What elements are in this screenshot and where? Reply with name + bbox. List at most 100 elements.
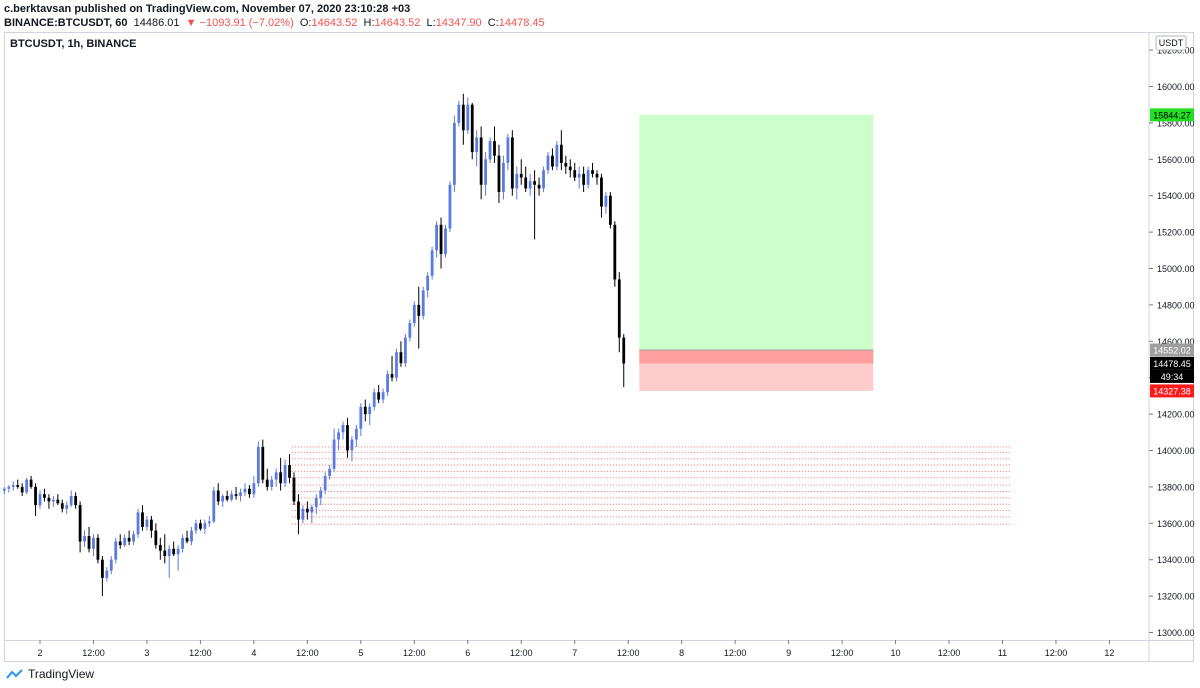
candle	[493, 126, 496, 163]
candle	[56, 494, 60, 506]
price-tag-target: 15844.27	[1150, 108, 1194, 122]
candle-body	[34, 486, 37, 506]
y-tick-label: 14200.00	[1157, 410, 1195, 420]
footer-brand-label: TradingView	[28, 667, 95, 681]
candle-body	[100, 559, 104, 578]
candle	[283, 459, 287, 487]
candle	[87, 526, 91, 553]
candle	[359, 403, 363, 436]
candle-body	[453, 122, 456, 185]
target-zone	[639, 114, 874, 351]
candle	[176, 545, 180, 571]
candle	[484, 152, 487, 196]
candle-body	[568, 166, 572, 171]
candle	[439, 217, 443, 269]
candle	[475, 130, 479, 167]
candle	[199, 519, 202, 531]
candle-body	[381, 392, 385, 400]
candle	[274, 468, 278, 487]
candle-body	[225, 496, 229, 500]
x-tick-label: 12:00	[831, 648, 854, 658]
candle	[221, 494, 225, 507]
candle	[479, 126, 483, 200]
candle	[105, 566, 109, 582]
candle	[403, 334, 407, 367]
candle-body	[368, 406, 372, 415]
candle	[537, 177, 541, 196]
candle-body	[328, 468, 332, 476]
candle	[617, 272, 621, 353]
y-tick-label: 14600.00	[1157, 337, 1195, 347]
candle	[38, 490, 42, 509]
candle	[515, 166, 519, 200]
candle	[381, 388, 385, 404]
currency-label: USDT	[1159, 38, 1184, 48]
candle	[332, 428, 336, 473]
x-tick-label: 12:00	[617, 648, 640, 658]
candle-body	[542, 170, 545, 189]
y-tick-label: 16000.00	[1157, 82, 1195, 92]
price-tag-countdown: 49:34	[1150, 369, 1194, 383]
candle	[158, 537, 162, 560]
candle-body	[332, 439, 336, 469]
candle-body	[524, 177, 528, 189]
candle-body	[158, 545, 162, 551]
candle-body	[354, 428, 358, 440]
footer-brand[interactable]: TradingView	[6, 667, 94, 681]
x-tick-label: 12:00	[296, 648, 319, 658]
candle-body	[399, 352, 403, 364]
candle	[573, 162, 577, 182]
candle	[577, 166, 581, 189]
y-tick-label: 15000.00	[1157, 264, 1195, 274]
candle-body	[515, 173, 519, 189]
candle	[239, 488, 242, 502]
candle	[145, 516, 149, 531]
candle	[47, 494, 51, 509]
candle	[34, 483, 37, 517]
candle	[600, 173, 603, 218]
candle	[453, 115, 456, 193]
x-tick-label: 9	[786, 648, 791, 658]
price-tag-last: 14478.45	[1150, 356, 1194, 370]
candle-body	[390, 374, 394, 378]
candle	[568, 159, 572, 178]
candle-body	[279, 472, 283, 484]
candle-body	[274, 472, 278, 480]
candle-body	[109, 559, 113, 571]
candle	[288, 454, 291, 484]
x-tick-label: 2	[37, 648, 42, 658]
candle	[65, 501, 69, 515]
candle	[43, 488, 46, 502]
candle	[591, 162, 594, 178]
candle-body	[533, 181, 537, 185]
price-tag-label: 49:34	[1161, 372, 1184, 382]
candle-body	[341, 425, 345, 433]
candle	[613, 221, 617, 287]
candle-body	[408, 323, 412, 338]
candle-body	[604, 195, 608, 207]
candle	[323, 472, 327, 495]
price-tag-stop: 14327.38	[1150, 384, 1194, 398]
candle-body	[461, 104, 465, 131]
candle	[279, 457, 283, 491]
candle	[248, 485, 251, 498]
candle	[488, 137, 492, 163]
candle-body	[591, 170, 594, 174]
candle-body	[421, 290, 425, 316]
candle	[301, 505, 305, 524]
open-label: O:	[299, 17, 312, 29]
chart-title: BTCUSDT, 1h, BINANCE	[10, 38, 137, 50]
candle	[185, 530, 189, 544]
candle-body	[448, 184, 452, 229]
candle	[172, 541, 176, 557]
candle	[430, 246, 434, 280]
candle-body	[123, 537, 127, 546]
candle	[292, 472, 296, 506]
x-tick-label: 5	[358, 648, 363, 658]
candle-body	[230, 494, 234, 500]
x-tick-label: 12:00	[510, 648, 533, 658]
candle	[2, 486, 6, 495]
candle	[457, 101, 461, 127]
candle-body	[185, 537, 189, 542]
